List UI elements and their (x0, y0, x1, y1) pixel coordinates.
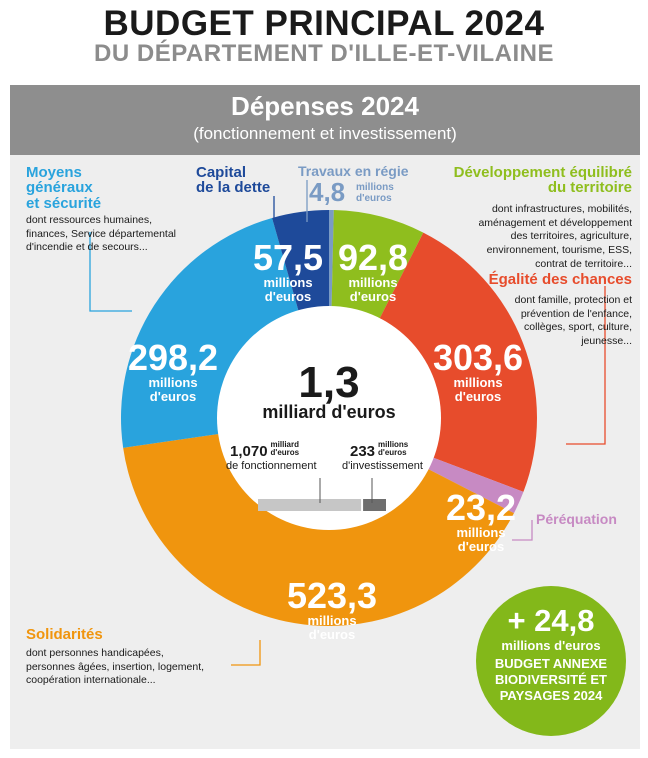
label-capital-title: Capital de la dette (196, 164, 271, 197)
label-egalite-title: Égalité des chances (488, 271, 632, 288)
value-moyens: 298,2 millions d'euros (127, 337, 219, 405)
slice-capital (272, 210, 329, 313)
label-travaux-unit: millions d'euros (356, 182, 394, 204)
invest-unit: millions d'euros (378, 440, 409, 458)
label-solidarites-title: Solidarités (26, 626, 103, 643)
value-developpement: 92,8 millions d'euros (337, 237, 409, 305)
badge-line3: PAYSAGES 2024 (499, 688, 603, 703)
label-perequation-title: Péréquation (536, 511, 617, 527)
value-perequation: 23,2 millions d'euros (445, 487, 517, 555)
label-travaux-title: Travaux en régie (298, 163, 409, 179)
slice-travaux (329, 210, 334, 309)
label-developpement-title: Développement équilibré du territoire (453, 164, 632, 197)
badge-line2: BIODIVERSITÉ ET (495, 672, 607, 687)
value-capital: 57,5 millions d'euros (252, 237, 324, 305)
label-moyens-desc: dont ressources humaines, finances, Servi… (26, 214, 176, 254)
fonct-block: 1,070 milliard d'euros (230, 440, 300, 460)
slice-perequation (426, 457, 524, 514)
center-total-unit: milliard d'euros (262, 402, 396, 422)
slice-egalite (378, 232, 537, 492)
invest-caption: d'investissement (342, 460, 423, 472)
slice-solidarites (123, 433, 514, 627)
fonct-unit: milliard d'euros (270, 440, 300, 458)
value-solidarites: 523,3 millions d'euros (286, 575, 378, 643)
invest-block: 233 millions d'euros (350, 440, 409, 460)
panel-header (10, 85, 640, 155)
label-moyens-title: Moyens généraux et sécurité (26, 164, 102, 212)
bar-investissement (363, 499, 386, 511)
fonct-value: 1,070 (230, 443, 268, 460)
center-total: 1,3 (298, 358, 360, 407)
slice-developpement (331, 210, 424, 320)
leader-solidarites (231, 640, 261, 666)
leader-perequation (512, 520, 533, 541)
label-travaux-value: 4,8 (309, 177, 346, 207)
main-subtitle: DU DÉPARTEMENT D'ILLE-ET-VILAINE (94, 40, 554, 67)
leader-egalite (566, 286, 606, 445)
label-solidarites-desc: dont personnes handicapées, personnes âgé… (26, 647, 205, 687)
badge-unit: millions d'euros (501, 638, 601, 653)
annex-budget-badge (476, 586, 626, 736)
donut-hole (217, 306, 441, 530)
slice-moyens (121, 217, 299, 448)
label-egalite-desc: dont famille, protection et prévention de… (514, 294, 632, 347)
panel-subtitle: (fonctionnement et investissement) (193, 124, 457, 143)
leader-moyens (89, 232, 132, 312)
invest-value: 233 (350, 443, 376, 460)
label-developpement-desc: dont infrastructures, mobilités, aménagem… (478, 203, 632, 270)
badge-value: + 24,8 (507, 603, 595, 638)
bar-fonctionnement (258, 499, 362, 511)
main-title: BUDGET PRINCIPAL 2024 (103, 4, 545, 43)
badge-line1: BUDGET ANNEXE (494, 656, 608, 671)
panel-title: Dépenses 2024 (231, 91, 419, 121)
fonct-caption: de fonctionnement (226, 460, 317, 472)
value-egalite: 303,6 millions d'euros (432, 337, 524, 405)
